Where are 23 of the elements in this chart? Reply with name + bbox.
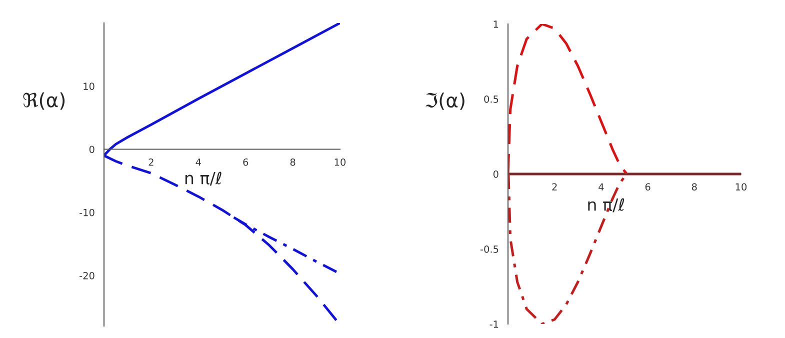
y-tick-label: -0.5 [480,245,498,253]
x-axis-title: n π/ℓ [588,198,624,212]
y-tick-label: 0 [89,146,94,154]
y-tick-label: -10 [80,208,94,216]
y-tick-label: -20 [80,272,94,280]
x-tick-label: 6 [645,183,650,191]
y-tick-label: 0 [493,170,498,178]
y-axis-title: ℑ(α) [426,92,464,110]
x-tick-label: 8 [290,158,296,166]
y-tick-label: -1 [490,320,498,328]
y-tick-label: 0.5 [484,95,498,103]
x-tick-label: 2 [148,158,154,166]
x-tick-label: 8 [692,183,697,191]
x-tick-label: 10 [736,183,747,191]
y-axis-title: ℜ(α) [23,92,65,110]
x-tick-label: 4 [196,158,201,166]
y-tick-label: 1 [494,20,498,28]
x-tick-label: 4 [598,183,604,190]
x-tick-label: 10 [334,158,346,166]
y-tick-label: 10 [84,82,94,90]
x-tick-label: 6 [243,158,248,166]
x-axis-title: n π/ℓ [185,172,222,186]
x-tick-label: 2 [552,183,557,190]
